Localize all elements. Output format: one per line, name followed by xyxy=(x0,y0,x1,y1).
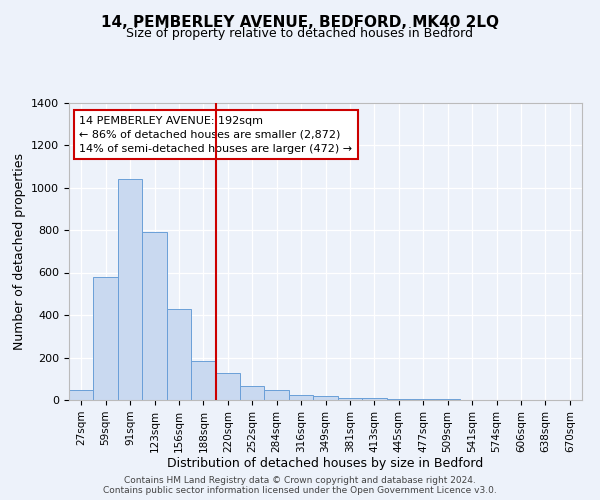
Bar xyxy=(142,232,167,400)
X-axis label: Distribution of detached houses by size in Bedford: Distribution of detached houses by size … xyxy=(167,458,484,470)
Bar xyxy=(265,390,289,400)
Bar xyxy=(191,360,215,400)
Bar xyxy=(362,398,386,400)
Bar xyxy=(289,394,313,400)
Bar xyxy=(69,390,94,400)
Bar xyxy=(118,179,142,400)
Text: 14, PEMBERLEY AVENUE, BEDFORD, MK40 2LQ: 14, PEMBERLEY AVENUE, BEDFORD, MK40 2LQ xyxy=(101,15,499,30)
Bar xyxy=(167,308,191,400)
Bar xyxy=(215,373,240,400)
Bar xyxy=(240,386,265,400)
Bar xyxy=(313,396,338,400)
Bar xyxy=(411,399,436,400)
Text: Size of property relative to detached houses in Bedford: Size of property relative to detached ho… xyxy=(127,28,473,40)
Bar xyxy=(386,399,411,400)
Text: Contains HM Land Registry data © Crown copyright and database right 2024.
Contai: Contains HM Land Registry data © Crown c… xyxy=(103,476,497,495)
Y-axis label: Number of detached properties: Number of detached properties xyxy=(13,153,26,350)
Bar xyxy=(338,398,362,400)
Text: 14 PEMBERLEY AVENUE: 192sqm
← 86% of detached houses are smaller (2,872)
14% of : 14 PEMBERLEY AVENUE: 192sqm ← 86% of det… xyxy=(79,116,352,154)
Bar xyxy=(94,277,118,400)
